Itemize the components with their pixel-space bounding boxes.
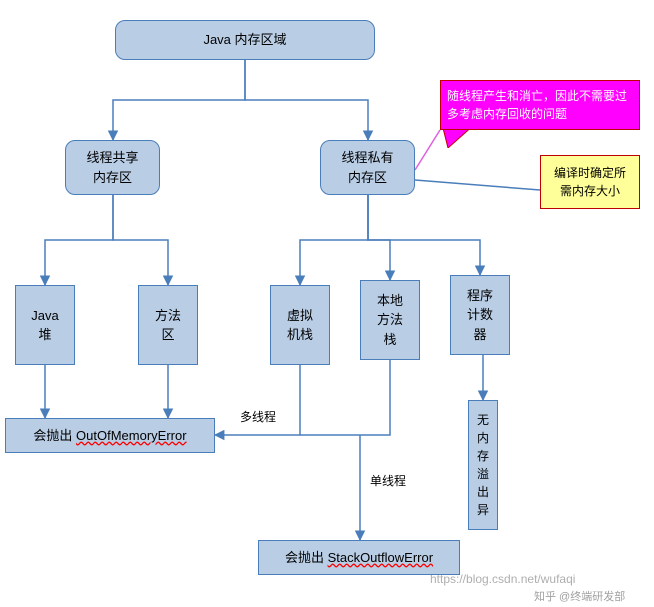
callout-yellow: 编译时确定所 需内存大小 <box>540 155 640 209</box>
watermark-zhihu: 知乎 @终端研发部 <box>534 588 625 604</box>
node-private: 线程私有 内存区 <box>320 140 415 195</box>
node-heap: Java 堆 <box>15 285 75 365</box>
node-oom-error: OutOfMemoryError <box>76 428 187 443</box>
watermark-csdn-text: https://blog.csdn.net/wufaqi <box>430 572 575 586</box>
node-root-label: Java 内存区域 <box>203 30 286 50</box>
node-pc: 程序 计数 器 <box>450 275 510 355</box>
edge-label-multi: 多线程 <box>240 408 276 425</box>
node-root: Java 内存区域 <box>115 20 375 60</box>
node-method: 方法 区 <box>138 285 198 365</box>
node-native-label: 本地 方法 栈 <box>377 291 403 350</box>
edge-label-single: 单线程 <box>370 472 406 489</box>
node-private-label: 线程私有 内存区 <box>341 148 393 187</box>
node-method-label: 方法 区 <box>155 306 181 345</box>
edge-label-multi-text: 多线程 <box>240 410 276 424</box>
watermark-csdn: https://blog.csdn.net/wufaqi <box>430 572 575 586</box>
node-native: 本地 方法 栈 <box>360 280 420 360</box>
node-oom-prefix: 会抛出 <box>33 428 76 443</box>
node-oom: 会抛出 OutOfMemoryError <box>5 418 215 453</box>
node-shared: 线程共享 内存区 <box>65 140 160 195</box>
node-sof-prefix: 会抛出 <box>285 550 328 565</box>
node-vmstack: 虚拟 机栈 <box>270 285 330 365</box>
node-shared-label: 线程共享 内存区 <box>86 148 138 187</box>
watermark-zhihu-text: 知乎 @终端研发部 <box>534 591 625 603</box>
edge-label-single-text: 单线程 <box>370 474 406 488</box>
node-nomem-label: 无 内 存 溢 出 异 <box>477 411 489 519</box>
node-sof: 会抛出 StackOutflowError <box>258 540 460 575</box>
callout-pink-text: 随线程产生和消亡，因此不需要过多考虑内存回收的问题 <box>447 89 627 121</box>
node-pc-label: 程序 计数 器 <box>467 286 493 345</box>
node-sof-error: StackOutflowError <box>328 550 433 565</box>
node-nomem: 无 内 存 溢 出 异 <box>468 400 498 530</box>
callout-yellow-text: 编译时确定所 需内存大小 <box>554 166 626 198</box>
node-heap-label: Java 堆 <box>31 306 58 345</box>
callout-pink: 随线程产生和消亡，因此不需要过多考虑内存回收的问题 <box>440 80 640 130</box>
node-vmstack-label: 虚拟 机栈 <box>287 306 313 345</box>
